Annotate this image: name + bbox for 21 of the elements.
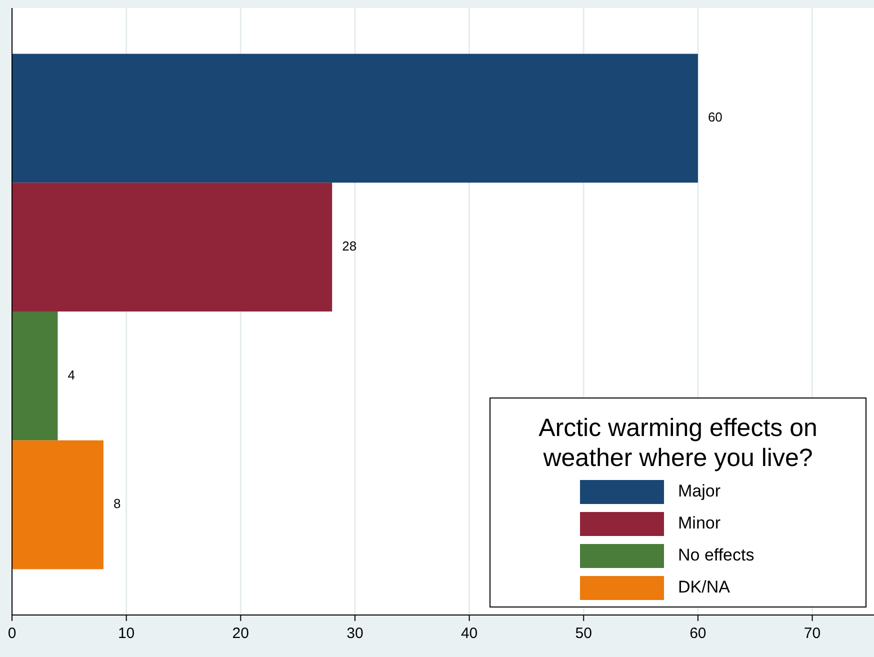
legend-title: Arctic warming effects on weather where you live? xyxy=(538,414,818,472)
x-tick-label: 60 xyxy=(690,625,706,642)
legend-label: No effects xyxy=(678,545,754,564)
data-label: 4 xyxy=(68,367,75,382)
x-tick-label: 0 xyxy=(8,625,16,642)
data-label: 8 xyxy=(113,496,121,512)
bar xyxy=(12,312,58,440)
x-tick-label: 40 xyxy=(460,625,478,642)
x-tick-label: 50 xyxy=(575,625,592,642)
x-tick-label: 70 xyxy=(804,625,821,642)
data-label: 28 xyxy=(342,238,357,254)
legend-label: DK/NA xyxy=(678,577,731,596)
legend-label: Major xyxy=(678,481,721,500)
x-tick-label: 20 xyxy=(232,625,249,642)
legend-label: Minor xyxy=(678,513,721,532)
data-label: 60 xyxy=(708,110,722,125)
bar xyxy=(12,182,332,312)
bar xyxy=(12,54,698,183)
x-tick-label: 10 xyxy=(118,625,135,642)
x-tick-label: 30 xyxy=(346,625,364,642)
bar xyxy=(12,440,104,570)
